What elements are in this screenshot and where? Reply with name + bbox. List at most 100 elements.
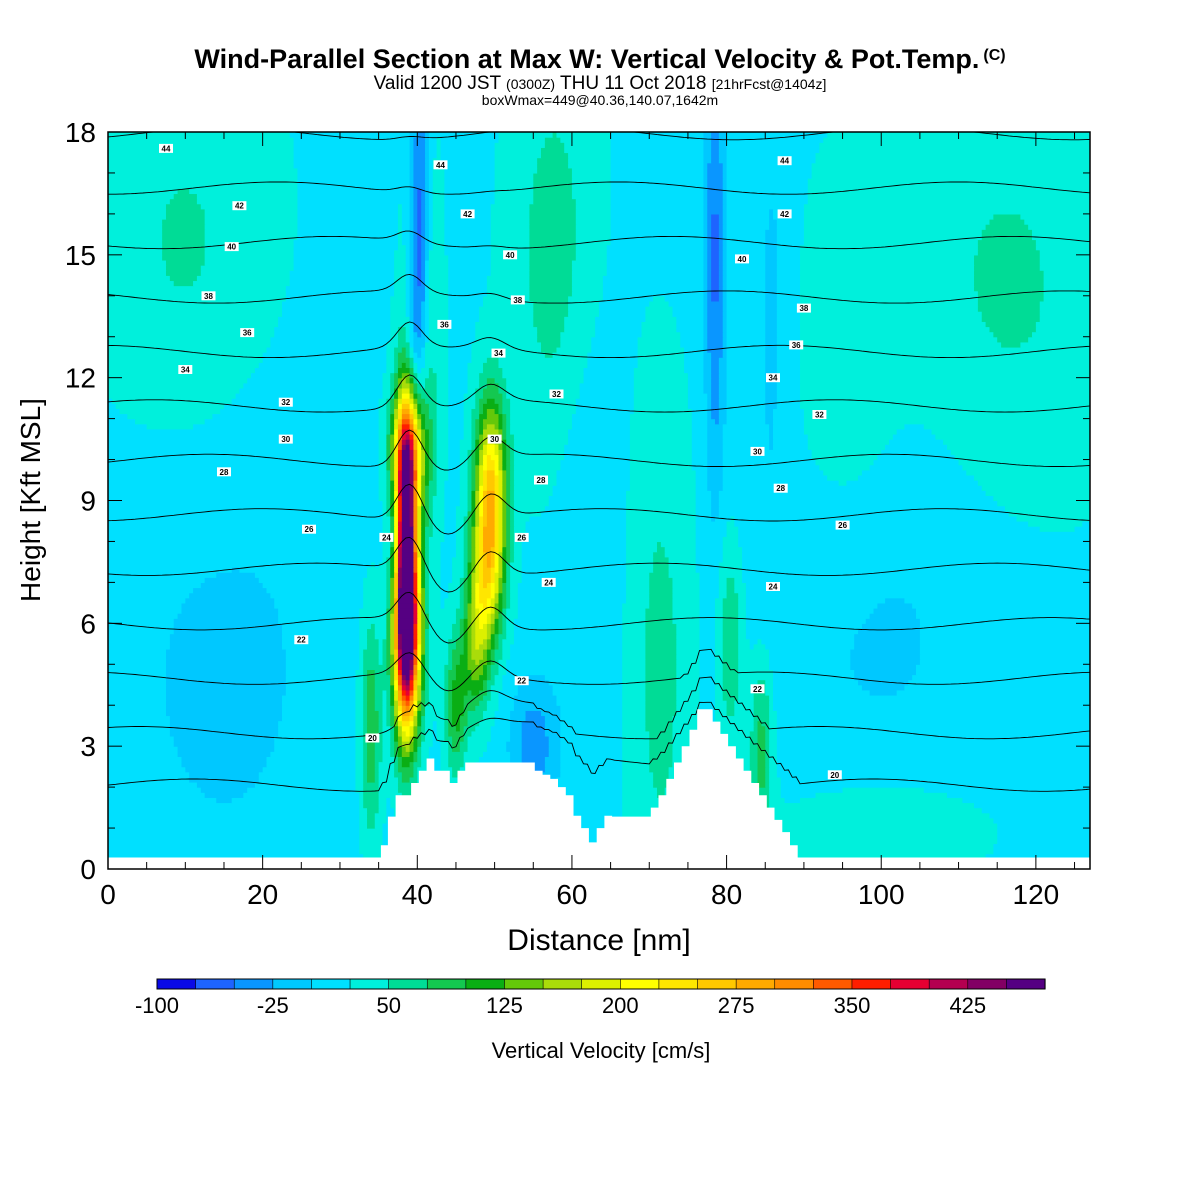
terrain-profile <box>108 709 1090 869</box>
theta-contour-22 <box>108 676 1090 740</box>
contour-label: 32 <box>281 398 290 407</box>
y-axis-label: Height [Kft MSL] <box>15 398 46 602</box>
potential-temperature-contours <box>108 132 1090 792</box>
contour-label-bg <box>178 365 193 374</box>
contour-label-bg <box>777 156 792 166</box>
y-tick-label: 18 <box>65 117 96 148</box>
colorbar-swatch <box>233 978 274 990</box>
x-tick-label: 100 <box>858 879 905 910</box>
colorbar-swatch <box>272 978 313 990</box>
contour-label-bg <box>789 340 804 350</box>
contour-label-bg <box>773 483 788 493</box>
colorbar-swatch <box>195 978 235 990</box>
contour-label-bg <box>510 295 525 305</box>
y-tick-label: 9 <box>80 486 96 517</box>
colorbar-swatch <box>658 978 699 990</box>
chart-subtitle: Valid 1200 JST (0300Z) THU 11 Oct 2018 [… <box>0 73 1200 95</box>
contour-label-bg <box>796 303 811 313</box>
contour-label: 22 <box>297 636 306 645</box>
theta-contour-40 <box>108 230 1090 250</box>
x-tick-label: 40 <box>402 879 433 910</box>
terrain-mask <box>108 709 1090 869</box>
colorbar-swatch <box>465 978 506 990</box>
contour-label: 42 <box>463 210 472 219</box>
colorbar-swatch <box>735 978 776 990</box>
contour-label: 32 <box>815 411 824 420</box>
contour-label: 32 <box>552 390 561 399</box>
contour-label: 20 <box>830 771 839 780</box>
x-tick-label: 120 <box>1013 879 1060 910</box>
contour-label-bg <box>365 733 380 743</box>
contour-label-bg <box>766 582 780 591</box>
x-tick-label: 20 <box>247 879 278 910</box>
colorbar-swatch <box>967 978 1007 990</box>
contour-label: 30 <box>490 435 499 444</box>
y-tick-label: 0 <box>80 854 96 885</box>
y-tick-label: 12 <box>65 363 96 394</box>
contour-label: 34 <box>181 366 190 375</box>
contour-label: 30 <box>753 447 762 456</box>
contour-labels: 20 20 22 22 22 24 24 24 26 26 26 28 28 28 30 30 30 32 32 32… <box>159 143 850 780</box>
contour-label: 44 <box>436 161 445 170</box>
theta-contour-28 <box>108 536 1090 593</box>
contour-label: 34 <box>769 374 778 383</box>
title-mark: (C) <box>983 47 1006 64</box>
colorbar-tick-label: -100 <box>135 993 179 1018</box>
colorbar-tick-label: 50 <box>376 993 400 1018</box>
contour-label: 36 <box>243 329 252 338</box>
colorbar-swatch <box>697 978 737 990</box>
colorbar-swatch <box>813 978 853 990</box>
x-tick-label: 0 <box>100 879 116 910</box>
contour-label-bg <box>812 410 827 419</box>
colorbar-tick-label: 425 <box>949 993 986 1018</box>
contour-label-bg <box>503 250 518 260</box>
contour-label: 22 <box>517 677 526 686</box>
valid-utc: (0300Z) <box>506 76 556 92</box>
colorbar-tick-label: -25 <box>257 993 289 1018</box>
colorbar-swatch <box>619 978 660 990</box>
contour-label: 44 <box>162 144 171 153</box>
contour-label-bg <box>735 254 749 264</box>
colorbar-swatch <box>774 978 814 990</box>
valid-time: Valid 1200 JST <box>373 73 501 94</box>
contour-label-bg <box>766 373 780 383</box>
contour-label-bg <box>433 160 448 170</box>
contour-label: 28 <box>220 468 229 477</box>
contour-label-bg <box>835 520 850 530</box>
colorbar-swatch <box>581 978 621 990</box>
colorbar-swatch <box>928 978 969 990</box>
colorbar-tick-label: 125 <box>486 993 523 1018</box>
theta-contour-30 <box>108 483 1090 535</box>
colorbar-swatch <box>311 978 351 990</box>
contour-label-bg <box>777 209 792 219</box>
theta-contour-34 <box>108 374 1090 413</box>
colorbar-tick-label: 350 <box>834 993 871 1018</box>
contour-label-bg <box>159 143 173 153</box>
contour-label: 26 <box>305 525 314 534</box>
colorbar-tick-label: 200 <box>602 993 639 1018</box>
contour-label: 30 <box>281 435 290 444</box>
contour-label-bg <box>549 389 564 399</box>
contour-label: 36 <box>792 341 801 350</box>
theta-contour-32 <box>108 429 1090 471</box>
contour-label-bg <box>491 348 506 358</box>
contour-label-bg <box>201 291 216 301</box>
colorbar-frame <box>156 978 1046 990</box>
contour-label-bg <box>827 770 842 780</box>
colorbar-swatch <box>542 978 583 990</box>
contour-label-bg <box>278 434 293 444</box>
colorbar-swatch <box>388 978 428 990</box>
contour-label-bg <box>487 434 502 444</box>
colorbar-swatch <box>1006 978 1046 990</box>
colorbar-swatch <box>426 978 467 990</box>
contour-label: 42 <box>780 210 789 219</box>
contour-label: 22 <box>753 685 762 694</box>
contour-label: 40 <box>506 251 515 260</box>
theta-contour-42 <box>108 181 1090 195</box>
contour-label-bg <box>460 209 475 219</box>
contour-label: 24 <box>382 533 391 542</box>
contour-label: 40 <box>738 255 747 264</box>
colorbar: -100 -25 50 125 200 275 350 425 <box>135 978 1046 1018</box>
contour-label: 24 <box>544 578 553 587</box>
contour-label: 42 <box>235 202 244 211</box>
